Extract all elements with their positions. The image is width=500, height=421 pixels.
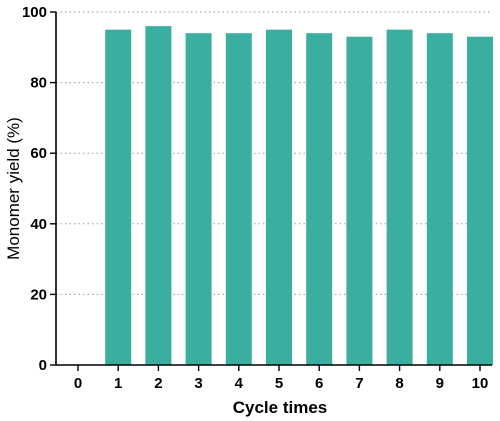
bar-cycle-7 bbox=[346, 36, 373, 366]
y-tick-label: 100 bbox=[22, 4, 47, 21]
x-tick-label: 1 bbox=[114, 375, 122, 392]
bar-cycle-10 bbox=[467, 36, 493, 366]
x-tick-label: 3 bbox=[194, 375, 202, 392]
y-tick-label: 0 bbox=[39, 357, 47, 374]
x-axis-label: Cycle times bbox=[233, 398, 328, 417]
bar-cycle-8 bbox=[386, 29, 413, 366]
x-tick-label: 10 bbox=[472, 375, 489, 392]
bar-cycle-6 bbox=[306, 33, 333, 366]
bar-cycle-5 bbox=[266, 29, 292, 366]
x-tick-label: 7 bbox=[355, 375, 363, 392]
bars bbox=[105, 26, 493, 366]
x-tick-label: 0 bbox=[74, 375, 82, 392]
y-tick-label: 40 bbox=[30, 216, 47, 233]
y-tick-label: 80 bbox=[30, 75, 47, 92]
x-tick-label: 9 bbox=[436, 375, 444, 392]
x-tick-label: 8 bbox=[395, 375, 403, 392]
bar-cycle-1 bbox=[105, 29, 132, 366]
bar-cycle-2 bbox=[145, 26, 172, 366]
bar-cycle-4 bbox=[225, 33, 252, 366]
x-tick-label: 2 bbox=[154, 375, 162, 392]
axes bbox=[50, 11, 492, 371]
x-tick-label: 5 bbox=[275, 375, 283, 392]
y-tick-label: 60 bbox=[30, 145, 47, 162]
y-tick-label: 20 bbox=[30, 286, 47, 303]
y-axis-label: Monomer yield (%) bbox=[4, 117, 23, 260]
y-tick-labels: 0 20 40 60 80 100 bbox=[22, 4, 47, 374]
x-tick-label: 6 bbox=[315, 375, 323, 392]
bar-cycle-9 bbox=[426, 33, 453, 366]
bar-cycle-3 bbox=[185, 33, 212, 366]
x-tick-labels: 0 1 2 3 4 5 6 7 8 9 10 bbox=[74, 375, 489, 392]
x-tick-label: 4 bbox=[235, 375, 244, 392]
